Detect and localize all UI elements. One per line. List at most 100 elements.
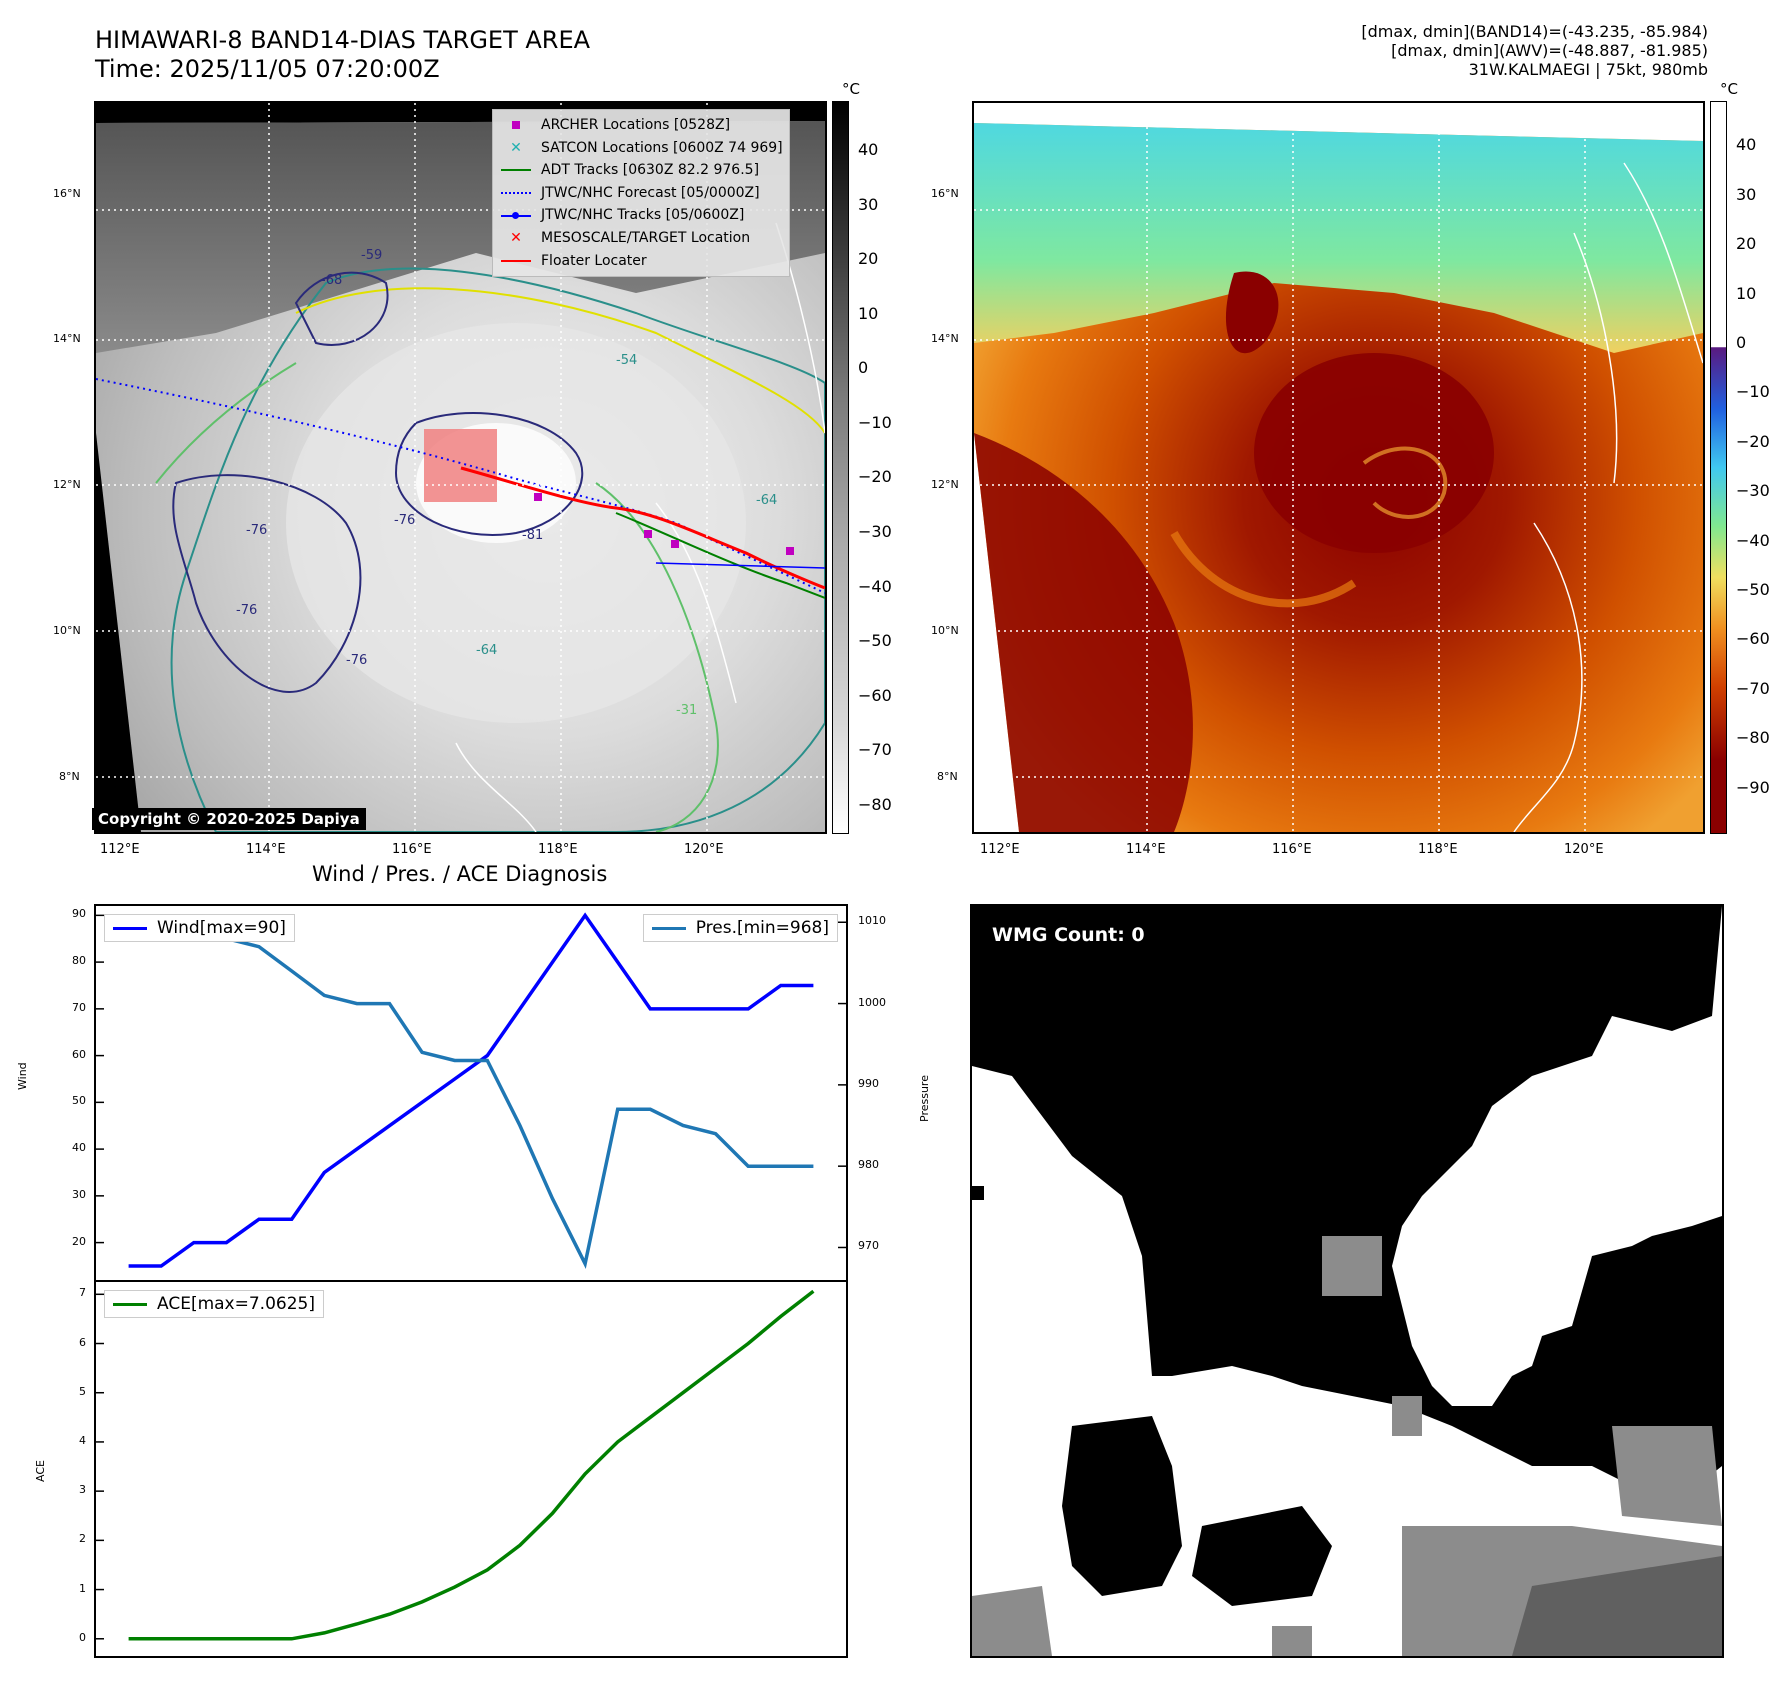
contour-label: -81	[522, 528, 544, 543]
colorbar-tick-label: −50	[1736, 579, 1770, 599]
y2-tick-label: 1010	[858, 914, 886, 928]
wind-axis-label: Wind	[16, 1062, 29, 1090]
legend-label: JTWC/NHC Forecast [05/0000Z]	[541, 184, 760, 201]
legend-forecast: JTWC/NHC Forecast [05/0000Z]	[499, 182, 783, 205]
colorbar-tick-label: −90	[1736, 777, 1770, 797]
line-marker-icon	[113, 926, 147, 930]
y-tick-label: 0	[79, 1630, 86, 1644]
y-tick-label: 40	[72, 1141, 86, 1155]
y-tick-label: 70	[72, 1000, 86, 1014]
y2-tick-label: 1000	[858, 995, 886, 1009]
legend-floater: Floater Locater	[499, 250, 783, 273]
lon-label: 114°E	[246, 842, 286, 857]
colorbar-tick-label: −10	[858, 412, 892, 432]
colorbar-tick-label: −20	[858, 467, 892, 487]
contour-label: -64	[476, 643, 498, 658]
y-tick-label: 50	[72, 1094, 86, 1108]
legend-tracks: JTWC/NHC Tracks [05/0600Z]	[499, 204, 783, 227]
wmg-count-label: WMG Count: 0	[992, 924, 1145, 946]
ace-panel: ACE[max=7.0625]	[94, 1280, 848, 1658]
legend-label: MESOSCALE/TARGET Location	[541, 229, 751, 246]
colorbar-tick-label: 30	[858, 194, 879, 214]
line-dot-icon	[499, 207, 533, 225]
lat-label: 8°N	[937, 770, 958, 783]
legend-target: ✕ MESOSCALE/TARGET Location	[499, 227, 783, 250]
contour-label: -59	[361, 248, 383, 263]
legend-label: ADT Tracks [0630Z 82.2 976.5]	[541, 162, 760, 179]
y-tick-label: 80	[72, 954, 86, 968]
contour-label: -54	[616, 353, 638, 368]
wmg-panel: WMG Count: 0	[970, 904, 1724, 1658]
x-marker-icon: ✕	[510, 139, 522, 156]
wmg-image	[972, 906, 1722, 1656]
square-marker-icon	[499, 116, 533, 134]
grayscale-colorbar	[832, 101, 849, 834]
lon-label: 116°E	[1272, 842, 1312, 857]
colorbar-tick-label: −60	[858, 685, 892, 705]
info-line-3: 31W.KALMAEGI | 75kt, 980mb	[1468, 60, 1708, 79]
y-tick-label: 20	[72, 1234, 86, 1248]
info-line-1: [dmax, dmin](BAND14)=(-43.235, -85.984)	[1361, 22, 1708, 41]
wind-pres-plot	[96, 912, 846, 1269]
lat-label: 10°N	[931, 624, 959, 637]
lon-label: 116°E	[392, 842, 432, 857]
info-line-2: [dmax, dmin](AWV)=(-48.887, -81.985)	[1391, 41, 1708, 60]
line-marker-icon	[499, 161, 533, 179]
colorbar-tick-label: 10	[1736, 283, 1757, 303]
line-marker-icon	[113, 1302, 147, 1306]
wind-legend-label: Wind[max=90]	[157, 918, 286, 938]
colorbar-tick-label: −60	[1736, 629, 1770, 649]
line-marker-icon	[651, 926, 686, 930]
title-line-1: HIMAWARI-8 BAND14-DIAS TARGET AREA	[95, 26, 591, 54]
lon-label: 120°E	[1564, 842, 1604, 857]
ace-plot	[96, 1289, 815, 1641]
title-line-2: Time: 2025/11/05 07:20:00Z	[95, 55, 440, 83]
pres-legend: Pres.[min=968]	[642, 914, 838, 942]
x-marker-icon: ✕	[510, 229, 522, 246]
contour-label: -76	[246, 523, 268, 538]
y-tick-label: 30	[72, 1187, 86, 1201]
colorbar-tick-label: 40	[858, 140, 879, 160]
colorbar-tick-label: −80	[1736, 728, 1770, 748]
y2-tick-label: 980	[858, 1158, 879, 1172]
wind-pres-panel: Wind[max=90] Pres.[min=968]	[94, 904, 848, 1282]
colorbar-tick-label: −70	[858, 740, 892, 760]
colorbar-tick-label: 0	[1736, 333, 1747, 353]
figure-info: [dmax, dmin](BAND14)=(-43.235, -85.984) …	[1361, 22, 1708, 79]
wind-legend: Wind[max=90]	[104, 914, 295, 942]
colorbar-tick-label: 20	[858, 249, 879, 269]
copyright-label: Copyright © 2020-2025 Dapiya	[92, 808, 366, 830]
colorbar-tick-label: −40	[1736, 530, 1770, 550]
colorbar-tick-label: 0	[858, 358, 869, 378]
colorbar-tick-label: −80	[858, 794, 892, 814]
legend-satcon: ✕ SATCON Locations [0600Z 74 969]	[499, 137, 783, 160]
y-tick-label: 60	[72, 1047, 86, 1061]
colorbar-tick-label: 20	[1736, 234, 1757, 254]
contour-label: -31	[676, 703, 698, 718]
y2-tick-label: 970	[858, 1239, 879, 1253]
lon-label: 112°E	[100, 842, 140, 857]
legend-label: ARCHER Locations [0528Z]	[541, 117, 731, 133]
colorbar-tick-label: 10	[858, 303, 879, 323]
legend-label: Floater Locater	[541, 252, 647, 269]
contour-label: -76	[346, 653, 368, 668]
y-tick-label: 7	[79, 1286, 86, 1300]
contour-label: -76	[394, 513, 416, 528]
ace-axis-label: ACE	[34, 1460, 47, 1482]
y-tick-label: 90	[72, 907, 86, 921]
color-map-panel	[972, 101, 1705, 834]
lon-label: 118°E	[538, 842, 578, 857]
colorbar-tick-label: −30	[858, 521, 892, 541]
dotted-line-icon	[499, 184, 533, 202]
lat-label: 12°N	[53, 478, 81, 491]
line-marker-icon	[499, 252, 533, 270]
colorbar-tick-label: −70	[1736, 678, 1770, 698]
colorbar-unit: °C	[1720, 80, 1738, 98]
colorbar-tick-label: 30	[1736, 184, 1757, 204]
ace-legend: ACE[max=7.0625]	[104, 1290, 324, 1318]
lat-label: 16°N	[931, 187, 959, 200]
contour-label: -68	[321, 273, 343, 288]
map-legend: ARCHER Locations [0528Z] ✕ SATCON Locati…	[492, 109, 790, 278]
colorbar-tick-label: −50	[858, 631, 892, 651]
y-tick-label: 4	[79, 1433, 86, 1447]
